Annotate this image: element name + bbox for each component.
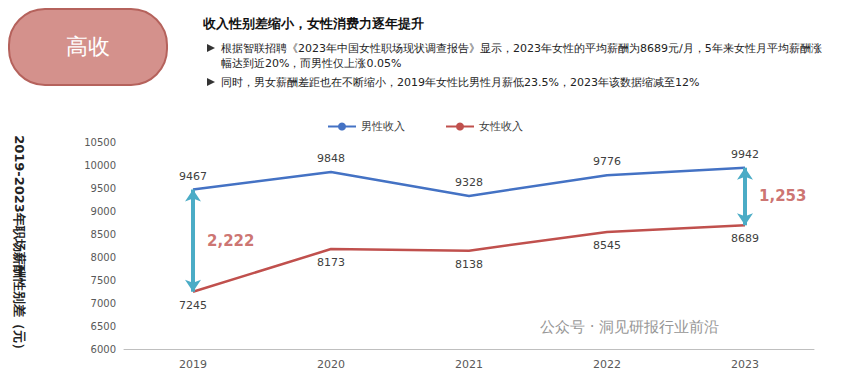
svg-text:1,253: 1,253 [759,187,806,205]
html-text:根据智联招聘《2023年中国女性职场现状调查报告》显示，20: 根据智联招聘《2023年中国女性职场现状调查报告》显示，2023年女性的平均薪酬… [221,42,822,70]
svg-text:2019-2023年职场薪酬性别差（元）: 2019-2023年职场薪酬性别差（元） [12,135,27,356]
svg-text:9942: 9942 [731,148,759,161]
html-text:公众号 · 洞见研报行业前沿: 公众号 · 洞见研报行业前沿 [540,318,720,336]
svg-text:8689: 8689 [731,232,759,245]
svg-text:9776: 9776 [593,155,621,168]
svg-text:8000: 8000 [91,252,116,263]
svg-text:2019: 2019 [179,358,207,371]
svg-text:8138: 8138 [455,258,483,271]
svg-text:9500: 9500 [91,183,116,194]
svg-text:7500: 7500 [91,275,116,286]
svg-text:2021: 2021 [455,358,483,371]
svg-text:2023: 2023 [731,358,759,371]
svg-text:9328: 9328 [455,176,483,189]
html-text:收入性别差缩小，女性消费力逐年提升: 收入性别差缩小，女性消费力逐年提升 [203,16,424,31]
svg-text:6000: 6000 [91,344,116,355]
svg-text:10500: 10500 [84,137,116,148]
svg-text:2022: 2022 [593,358,621,371]
svg-text:7000: 7000 [91,298,116,309]
svg-text:男性收入: 男性收入 [361,120,405,133]
html-text:高收: 高收 [66,34,110,59]
svg-text:10000: 10000 [84,160,116,171]
svg-text:6500: 6500 [91,321,116,332]
svg-text:7245: 7245 [179,299,207,312]
svg-text:8500: 8500 [91,229,116,240]
svg-text:2020: 2020 [317,358,345,371]
svg-text:女性收入: 女性收入 [479,120,523,133]
svg-text:9848: 9848 [317,152,345,165]
svg-text:8545: 8545 [593,239,621,252]
svg-text:9000: 9000 [91,206,116,217]
svg-text:8173: 8173 [317,256,345,269]
svg-text:2,222: 2,222 [207,232,254,250]
html-text:同时，男女薪酬差距也在不断缩小，2019年女性比男性月薪低2: 同时，男女薪酬差距也在不断缩小，2019年女性比男性月薪低23.5%，2023年… [221,76,700,89]
svg-text:9467: 9467 [179,170,207,183]
